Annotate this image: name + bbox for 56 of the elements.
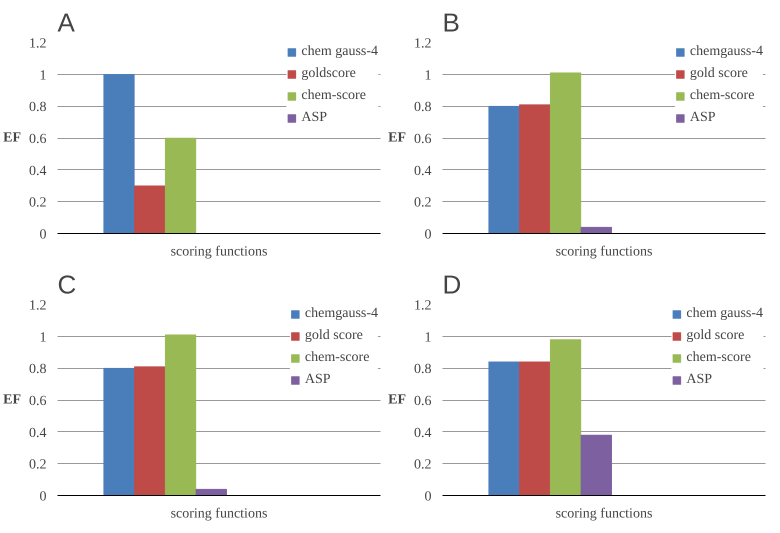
y-tick-label: 0.4 [414,426,432,441]
y-tick-label: 1 [40,68,46,84]
y-tick-label: 0.6 [29,394,46,409]
y-axis-title: EF [388,392,406,408]
y-axis-title: EF [3,130,21,146]
y-tick-label: 0 [424,228,432,242]
legend-label: chem gauss-4 [686,306,763,322]
y-tick-label: 0 [40,490,46,504]
y-tick-label: 0.4 [29,426,46,441]
legend-label: ASP [304,372,331,388]
y-tick-label: 1.2 [414,298,432,314]
x-axis-title: scoring functions [170,506,268,522]
x-axis-title: scoring functions [556,244,652,260]
legend-label: chemgauss-4 [690,44,763,60]
chart-title: C [58,270,76,300]
y-tick-label: 1.2 [29,298,46,314]
legend-label: chemgauss-4 [304,306,378,322]
y-tick-label: 0 [40,228,46,242]
y-tick-label: 1.2 [29,36,46,52]
legend-label: ASP [690,110,716,126]
y-tick-label: 0.2 [414,458,432,473]
y-tick-label: 0.2 [29,196,46,211]
chart-title: A [58,8,76,38]
legend-label: chem-score [304,350,370,366]
legend-label: gold score [304,328,363,344]
legend-label: chem-score [301,88,366,104]
y-tick-label: 1 [424,68,432,84]
y-tick-label: 0.8 [29,100,46,116]
y-axis-title: EF [3,392,21,408]
y-tick-label: 0.2 [29,458,46,473]
legend-label: gold score [690,66,748,82]
y-tick-label: 0.8 [414,100,432,116]
y-tick-label: 0.8 [414,362,432,378]
legend-label: gold score [686,328,744,344]
y-tick-label: 0.4 [414,164,432,179]
y-tick-label: 0.6 [414,394,432,409]
chart-title: D [442,270,462,300]
legend-label: goldscore [301,66,356,82]
y-tick-label: 1 [424,330,432,346]
y-tick-label: 0 [424,490,432,504]
chart-title: B [442,8,460,38]
y-tick-label: 1.2 [414,36,432,52]
y-tick-label: 0.6 [29,132,46,147]
y-tick-label: 1 [40,330,46,346]
y-tick-label: 0.6 [414,132,432,147]
legend-label: chem-score [690,88,754,104]
legend-label: ASP [301,110,328,126]
x-axis-title: scoring functions [170,244,268,260]
legend-label: chem gauss-4 [301,44,378,60]
x-axis-title: scoring functions [556,506,652,522]
legend-label: chem-score [686,350,751,366]
legend-label: ASP [686,372,712,388]
y-tick-label: 0.8 [29,362,46,378]
y-tick-label: 0.2 [414,196,432,211]
y-axis-title: EF [388,130,406,146]
y-tick-label: 0.4 [29,164,46,179]
